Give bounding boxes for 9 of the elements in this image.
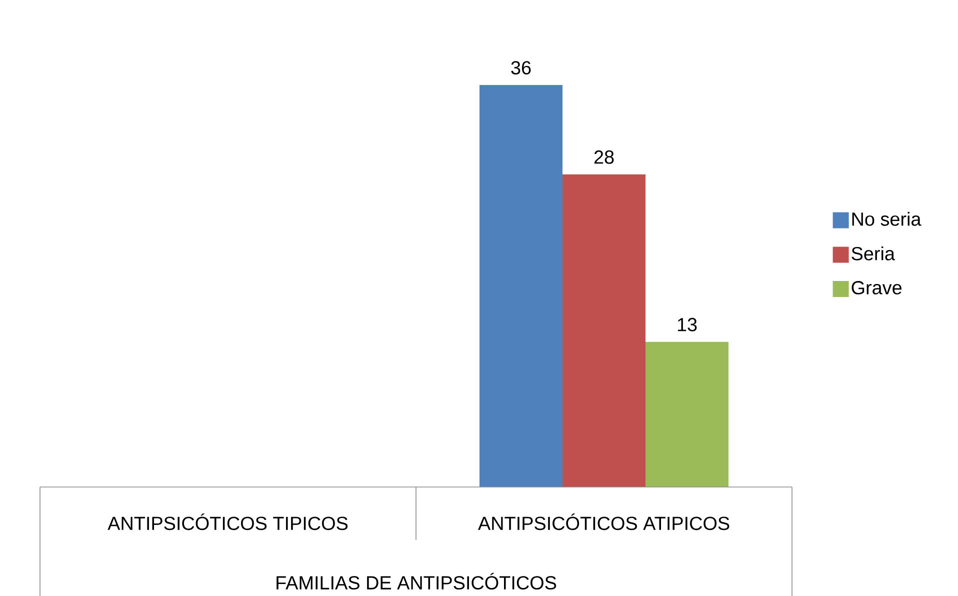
x-tick-label: ANTIPSICÓTICOS ATIPICOS [478,514,730,530]
data-label: 36 [511,61,531,74]
legend-label: Seria [852,246,895,260]
data-label: 28 [594,150,614,164]
x-tick-label: ANTIPSICÓTICOS TIPICOS [108,514,348,530]
x-axis-title: FAMILIAS DE ANTIPSICÓTICOS [276,572,556,590]
legend-label: No seria [852,212,922,226]
legend-label: Grave [852,280,902,294]
data-label: 13 [678,318,697,332]
